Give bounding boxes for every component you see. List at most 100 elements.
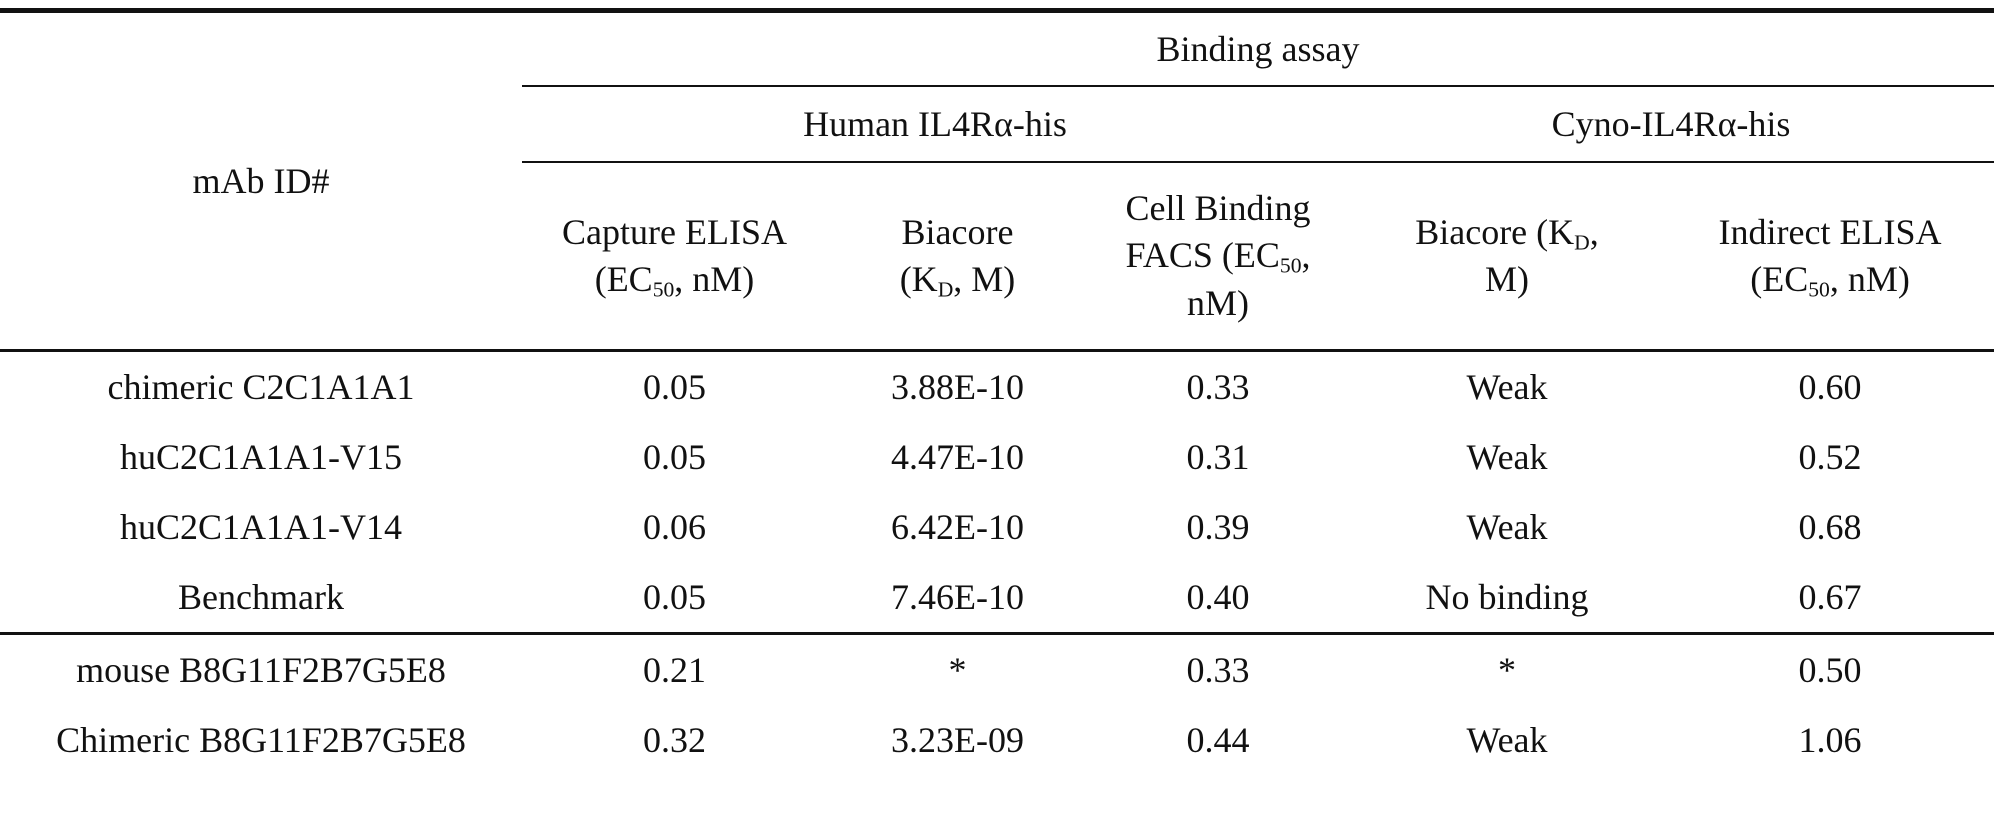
- header-text: , M): [953, 259, 1015, 299]
- column-header: Biacore (KD, M): [827, 162, 1088, 351]
- cell-value: 0.40: [1187, 577, 1250, 617]
- subscript: D: [938, 277, 954, 301]
- cell: 7.46E-10: [827, 562, 1088, 634]
- cell-value: 0.50: [1799, 650, 1862, 690]
- table-row: mouse B8G11F2B7G5E8 0.21 * 0.33 * 0.50: [0, 634, 1994, 706]
- cell: 0.33: [1088, 634, 1348, 706]
- cell: 0.60: [1666, 351, 1994, 423]
- cell-value: 3.88E-10: [891, 367, 1024, 407]
- row-label-text: Benchmark: [178, 577, 344, 617]
- subscript: 50: [1808, 277, 1830, 301]
- page: mAb ID# Binding assay Human IL4Rα-his Cy…: [0, 8, 1994, 823]
- column-header: Capture ELISA (EC50, nM): [522, 162, 827, 351]
- cell-value: 4.47E-10: [891, 437, 1024, 477]
- cell: 4.47E-10: [827, 422, 1088, 492]
- row-label: chimeric C2C1A1A1: [0, 351, 522, 423]
- cell: 3.23E-09: [827, 705, 1088, 775]
- cell-value: 0.33: [1187, 367, 1250, 407]
- cell: 0.06: [522, 492, 827, 562]
- column-header-text: Cell Binding FACS (EC50, nM): [1108, 185, 1328, 326]
- column-header-text: Indirect ELISA (EC50, nM): [1695, 209, 1965, 303]
- cell: *: [827, 634, 1088, 706]
- row-label-text: huC2C1A1A1-V14: [120, 507, 402, 547]
- column-header: Biacore (KD, M): [1348, 162, 1666, 351]
- header-text: Biacore (K: [1415, 212, 1574, 252]
- cell-value: 0.44: [1187, 720, 1250, 760]
- cell: 3.88E-10: [827, 351, 1088, 423]
- column-header: Indirect ELISA (EC50, nM): [1666, 162, 1994, 351]
- cell-value: 0.05: [643, 577, 706, 617]
- column-header-text: Capture ELISA (EC50, nM): [560, 209, 790, 303]
- subgroup-header: Human IL4Rα-his: [522, 86, 1348, 162]
- cell-value: Weak: [1466, 367, 1547, 407]
- header-text: , nM): [674, 259, 754, 299]
- column-header: Cell Binding FACS (EC50, nM): [1088, 162, 1348, 351]
- stub-header: mAb ID#: [0, 11, 522, 351]
- cell-value: 7.46E-10: [891, 577, 1024, 617]
- row-label: mouse B8G11F2B7G5E8: [0, 634, 522, 706]
- row-label-text: Chimeric B8G11F2B7G5E8: [56, 720, 466, 760]
- table-row: chimeric C2C1A1A1 0.05 3.88E-10 0.33 Weak 0.6…: [0, 351, 1994, 423]
- cell-value: 0.33: [1187, 650, 1250, 690]
- table-row: huC2C1A1A1-V15 0.05 4.47E-10 0.31 Weak 0.52: [0, 422, 1994, 492]
- cell: 0.39: [1088, 492, 1348, 562]
- cell-value: 3.23E-09: [891, 720, 1024, 760]
- cell: 6.42E-10: [827, 492, 1088, 562]
- subscript: 50: [653, 277, 675, 301]
- cell-value: 1.06: [1799, 720, 1862, 760]
- header-text: , nM): [1830, 259, 1910, 299]
- group-header: Binding assay: [522, 11, 1994, 87]
- cell: 0.67: [1666, 562, 1994, 634]
- subscript: 50: [1280, 254, 1302, 278]
- cell: Weak: [1348, 705, 1666, 775]
- cell-value: 0.05: [643, 437, 706, 477]
- cell: 0.68: [1666, 492, 1994, 562]
- cell: 0.32: [522, 705, 827, 775]
- cell: Weak: [1348, 492, 1666, 562]
- row-label-text: huC2C1A1A1-V15: [120, 437, 402, 477]
- cell: 1.06: [1666, 705, 1994, 775]
- cell: No binding: [1348, 562, 1666, 634]
- cell: 0.05: [522, 562, 827, 634]
- results-table: mAb ID# Binding assay Human IL4Rα-his Cy…: [0, 8, 1994, 775]
- cell-value: *: [1498, 650, 1516, 690]
- cell: 0.44: [1088, 705, 1348, 775]
- cell: 0.05: [522, 422, 827, 492]
- cell-value: Weak: [1466, 720, 1547, 760]
- cell-value: 6.42E-10: [891, 507, 1024, 547]
- cell: 0.33: [1088, 351, 1348, 423]
- cell-value: 0.31: [1187, 437, 1250, 477]
- row-label: Benchmark: [0, 562, 522, 634]
- table-row: Benchmark 0.05 7.46E-10 0.40 No binding 0.67: [0, 562, 1994, 634]
- cell-value: 0.05: [643, 367, 706, 407]
- column-header-text: Biacore (KD, M): [1407, 209, 1607, 303]
- table-row: huC2C1A1A1-V14 0.06 6.42E-10 0.39 Weak 0.68: [0, 492, 1994, 562]
- row-label: Chimeric B8G11F2B7G5E8: [0, 705, 522, 775]
- cell-value: 0.32: [643, 720, 706, 760]
- cell: Weak: [1348, 351, 1666, 423]
- cell-value: 0.21: [643, 650, 706, 690]
- column-header-text: Biacore (KD, M): [883, 209, 1033, 303]
- cell-value: 0.67: [1799, 577, 1862, 617]
- row-label-text: chimeric C2C1A1A1: [108, 367, 415, 407]
- cell-value: Weak: [1466, 507, 1547, 547]
- cell-value: Weak: [1466, 437, 1547, 477]
- cell: Weak: [1348, 422, 1666, 492]
- cell: 0.05: [522, 351, 827, 423]
- cell: 0.52: [1666, 422, 1994, 492]
- cell: 0.31: [1088, 422, 1348, 492]
- row-label-text: mouse B8G11F2B7G5E8: [76, 650, 446, 690]
- cell-value: 0.06: [643, 507, 706, 547]
- row-label: huC2C1A1A1-V15: [0, 422, 522, 492]
- cell-value: 0.39: [1187, 507, 1250, 547]
- cell-value: 0.68: [1799, 507, 1862, 547]
- cell-value: No binding: [1425, 577, 1588, 617]
- subgroup-header: Cyno-IL4Rα-his: [1348, 86, 1994, 162]
- cell: *: [1348, 634, 1666, 706]
- cell-value: 0.52: [1799, 437, 1862, 477]
- cell-value: *: [949, 650, 967, 690]
- row-label: huC2C1A1A1-V14: [0, 492, 522, 562]
- subscript: D: [1574, 230, 1590, 254]
- cell: 0.40: [1088, 562, 1348, 634]
- table-row: Chimeric B8G11F2B7G5E8 0.32 3.23E-09 0.44 We…: [0, 705, 1994, 775]
